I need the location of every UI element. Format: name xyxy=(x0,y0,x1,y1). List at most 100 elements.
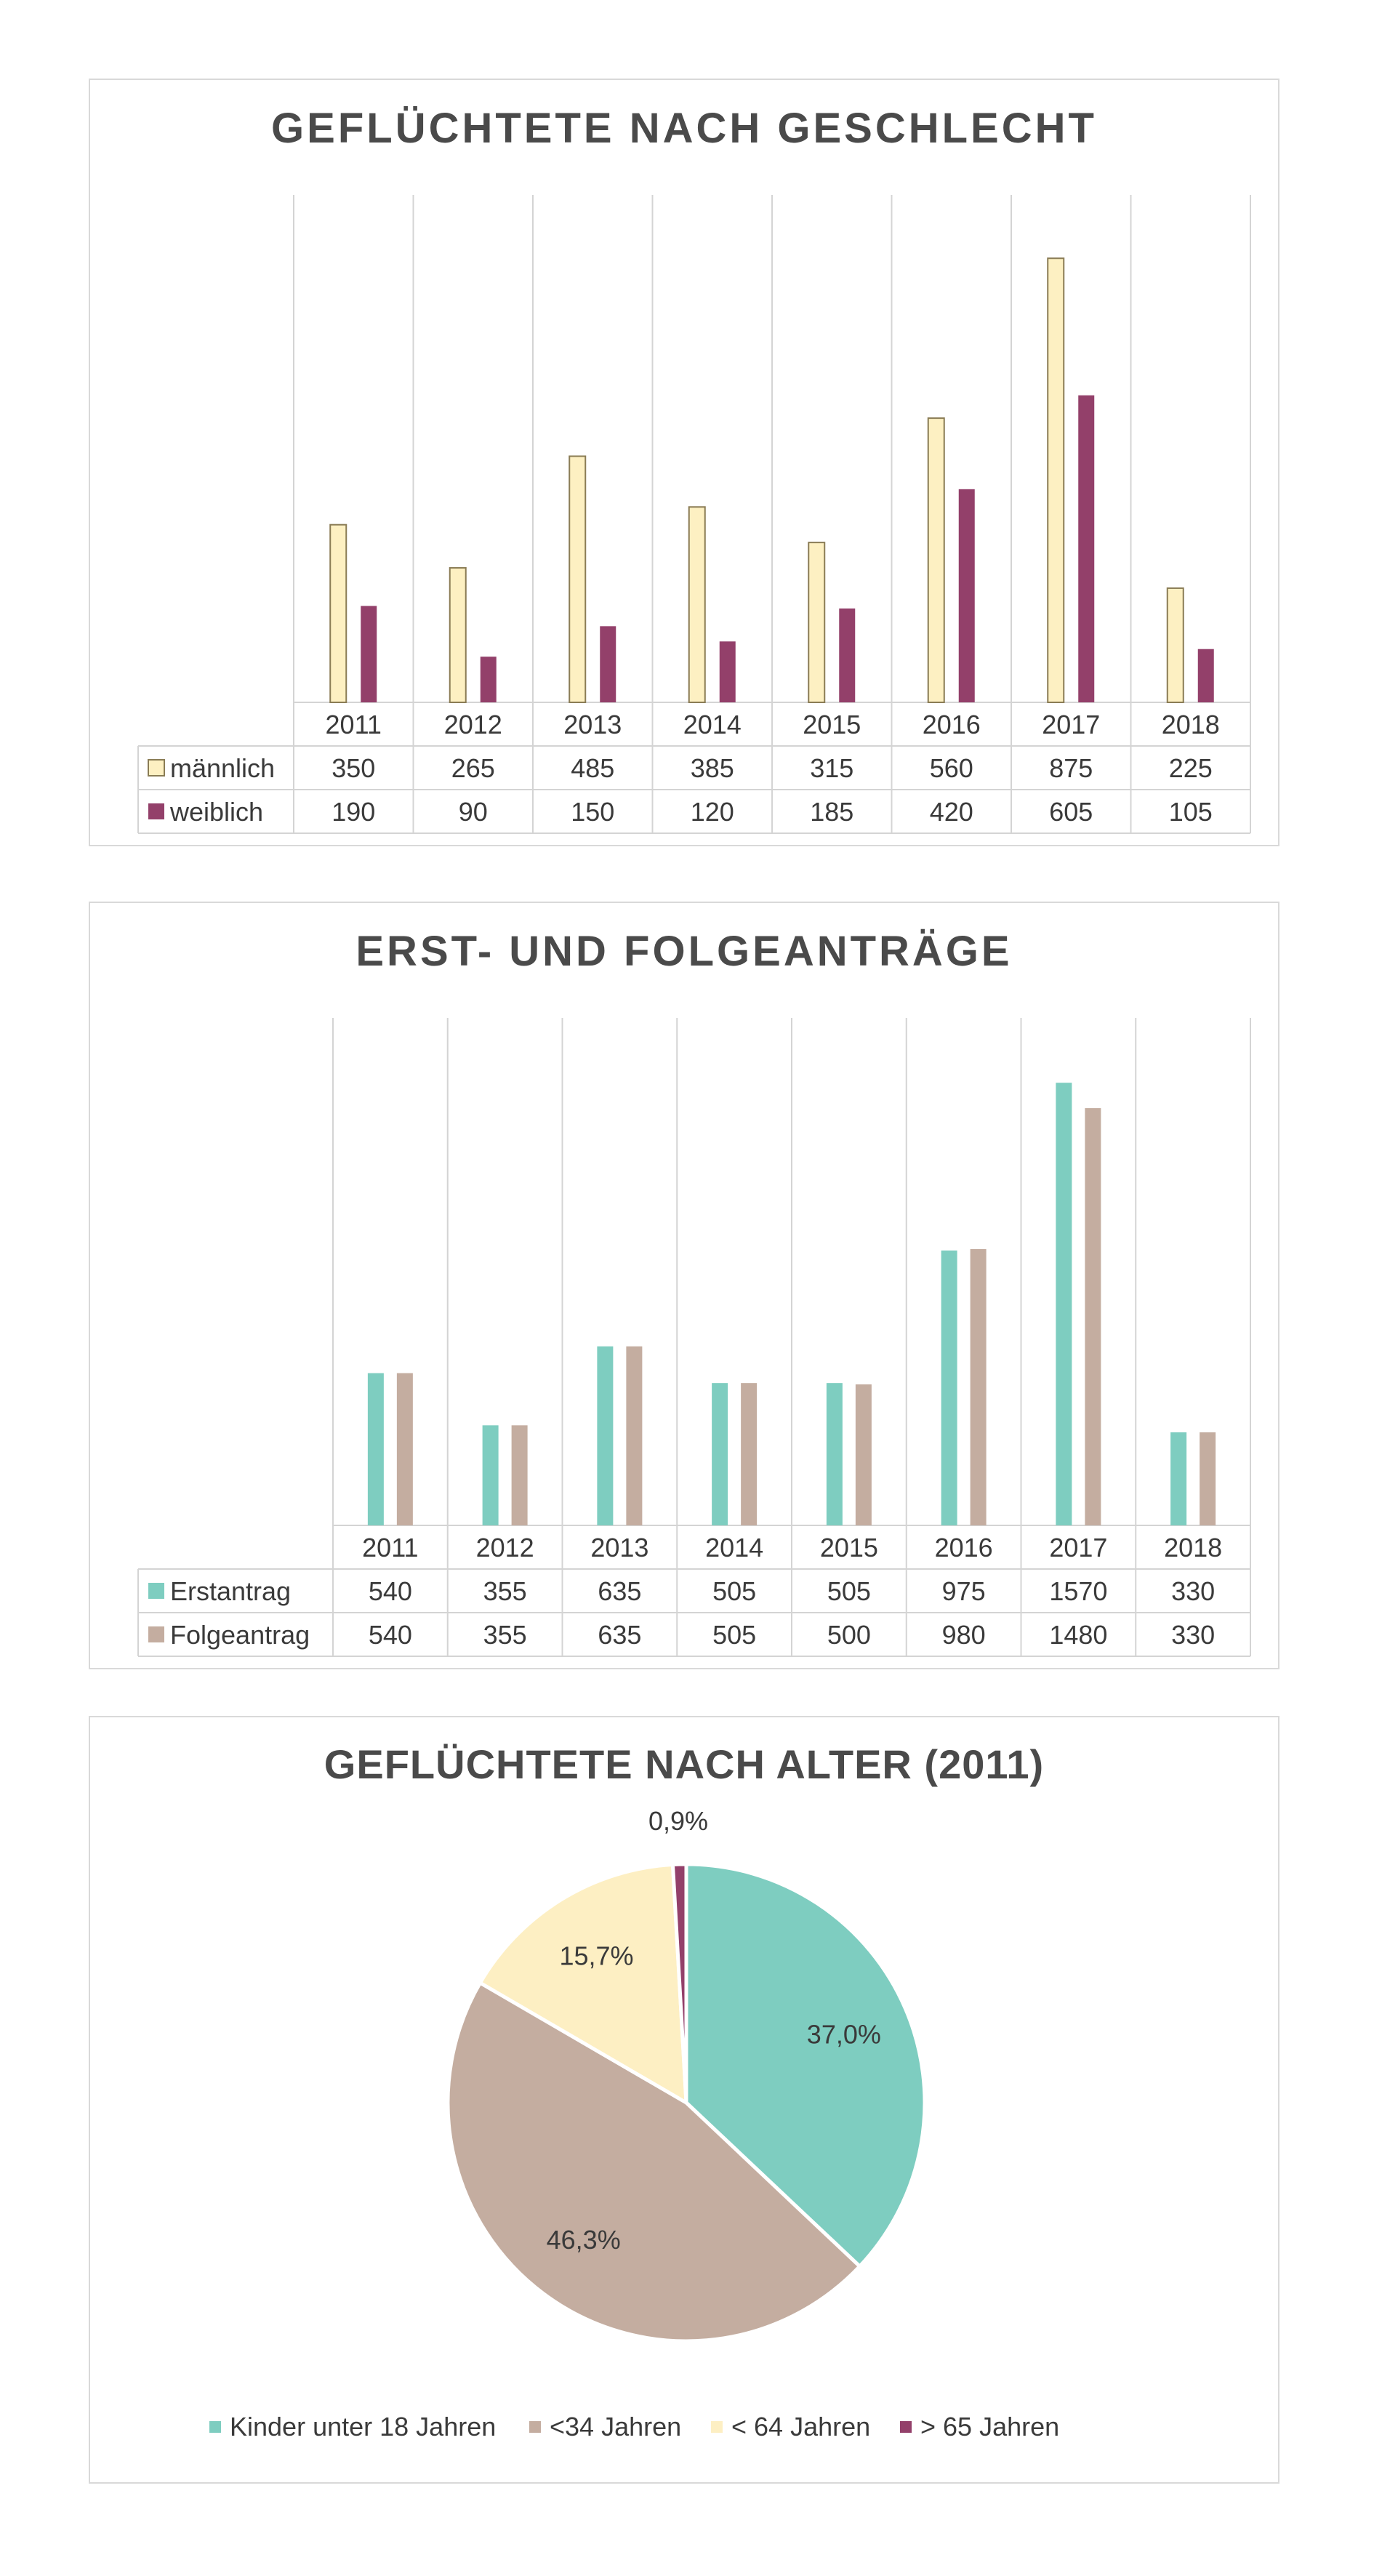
bar-weiblich xyxy=(480,657,497,702)
legend-key xyxy=(529,2421,541,2433)
legend-key xyxy=(209,2421,221,2433)
legend-label: Erstantrag xyxy=(170,1576,291,1606)
legend-key xyxy=(148,759,165,777)
bar-folgeantrag xyxy=(1200,1432,1216,1525)
bar-folgeantrag xyxy=(741,1383,758,1525)
data-value: 385 xyxy=(691,753,734,783)
pie-slice xyxy=(478,1862,688,2106)
data-value: 350 xyxy=(332,753,375,783)
data-value: 975 xyxy=(942,1576,986,1606)
applications-chart-panel: ERST- UND FOLGEANTRÄGE 2011 2012 2013 2014 2… xyxy=(89,902,1279,1669)
bar-folgeantrag xyxy=(970,1248,987,1525)
legend-label: weiblich xyxy=(169,797,263,827)
bar-männlich xyxy=(569,455,587,703)
category-label: 2011 xyxy=(362,1533,418,1562)
data-value: 485 xyxy=(571,753,614,783)
bar-erstantrag xyxy=(826,1383,843,1525)
bar-folgeantrag xyxy=(855,1384,872,1525)
data-value: 355 xyxy=(483,1576,527,1606)
legend-label: Kinder unter 18 Jahren xyxy=(230,2412,496,2441)
category-label: 2013 xyxy=(590,1533,648,1562)
bar-männlich xyxy=(688,506,706,704)
age-pie-chart: GEFLÜCHTETE NACH ALTER (2011) 37,0% 46,3%… xyxy=(209,1741,1059,2441)
bar-männlich xyxy=(927,417,945,703)
bar-erstantrag xyxy=(597,1346,614,1525)
bar-weiblich xyxy=(958,489,975,702)
applications-chart: ERST- UND FOLGEANTRÄGE 2011 2012 2013 2014 2… xyxy=(137,928,1251,1657)
bar-männlich xyxy=(449,567,467,704)
data-value: 265 xyxy=(451,753,495,783)
legend-key xyxy=(900,2421,912,2433)
category-label: 2013 xyxy=(563,710,622,739)
legend-label: Folgeantrag xyxy=(170,1620,310,1650)
pie-slice xyxy=(670,1862,688,2103)
bar-männlich xyxy=(1047,257,1065,703)
legend-label: <34 Jahren xyxy=(550,2412,681,2441)
bar-männlich xyxy=(329,523,347,704)
bar-männlich xyxy=(1166,587,1184,704)
data-value: 540 xyxy=(369,1576,412,1606)
data-value: 560 xyxy=(930,753,973,783)
data-value: 355 xyxy=(483,1620,527,1650)
age-chart-title: GEFLÜCHTETE NACH ALTER (2011) xyxy=(324,1741,1044,1787)
slice-label: 0,9% xyxy=(648,1806,708,1836)
data-value: 875 xyxy=(1049,753,1093,783)
legend-key xyxy=(148,803,164,819)
bar-weiblich xyxy=(1197,649,1214,702)
data-value: 635 xyxy=(598,1576,641,1606)
legend-key xyxy=(148,1583,164,1599)
bar-erstantrag xyxy=(1170,1432,1187,1525)
data-value: 330 xyxy=(1171,1576,1215,1606)
data-value: 605 xyxy=(1049,797,1093,827)
legend-label: > 65 Jahren xyxy=(920,2412,1059,2441)
category-label: 2014 xyxy=(683,710,742,739)
data-value: 505 xyxy=(827,1576,871,1606)
pie-slice xyxy=(684,1862,927,2269)
legend-label: männlich xyxy=(170,753,275,783)
bar-erstantrag xyxy=(367,1373,384,1525)
bar-erstantrag xyxy=(712,1383,728,1525)
data-value: 505 xyxy=(712,1576,756,1606)
slice-label: 46,3% xyxy=(547,2225,621,2255)
category-label: 2012 xyxy=(476,1533,534,1562)
data-value: 150 xyxy=(571,797,614,827)
category-label: 2012 xyxy=(444,710,502,739)
legend-key xyxy=(148,1626,164,1642)
data-value: 225 xyxy=(1169,753,1213,783)
pie-slice xyxy=(446,1980,863,2343)
data-value: 90 xyxy=(459,797,488,827)
data-value: 330 xyxy=(1171,1620,1215,1650)
category-label: 2016 xyxy=(923,710,981,739)
slice-label: 15,7% xyxy=(559,1941,633,1971)
data-value: 190 xyxy=(332,797,375,827)
bar-folgeantrag xyxy=(396,1373,413,1525)
data-value: 120 xyxy=(691,797,734,827)
category-label: 2017 xyxy=(1042,710,1100,739)
data-value: 1480 xyxy=(1049,1620,1107,1650)
bar-folgeantrag xyxy=(511,1425,528,1525)
data-value: 505 xyxy=(712,1620,756,1650)
category-label: 2016 xyxy=(935,1533,993,1562)
gender-chart-panel: GEFLÜCHTETE NACH GESCHLECHT 2011 2012 2013… xyxy=(89,79,1279,846)
bar-männlich xyxy=(808,542,826,703)
data-value: 105 xyxy=(1169,797,1213,827)
data-value: 980 xyxy=(942,1620,986,1650)
gender-chart: GEFLÜCHTETE NACH GESCHLECHT 2011 2012 2013… xyxy=(137,105,1251,834)
data-value: 500 xyxy=(827,1620,871,1650)
category-label: 2014 xyxy=(705,1533,763,1562)
category-label: 2018 xyxy=(1164,1533,1222,1562)
slice-label: 37,0% xyxy=(807,2019,881,2049)
data-value: 420 xyxy=(930,797,973,827)
data-value: 185 xyxy=(810,797,853,827)
bar-erstantrag xyxy=(1056,1083,1072,1525)
bar-weiblich xyxy=(361,606,377,702)
data-value: 635 xyxy=(598,1620,641,1650)
data-value: 1570 xyxy=(1049,1576,1107,1606)
bar-erstantrag xyxy=(941,1250,957,1525)
bar-weiblich xyxy=(719,641,736,702)
data-value: 540 xyxy=(369,1620,412,1650)
category-label: 2011 xyxy=(326,710,382,739)
legend-key xyxy=(711,2421,723,2433)
bar-weiblich xyxy=(600,626,616,702)
category-label: 2015 xyxy=(803,710,861,739)
